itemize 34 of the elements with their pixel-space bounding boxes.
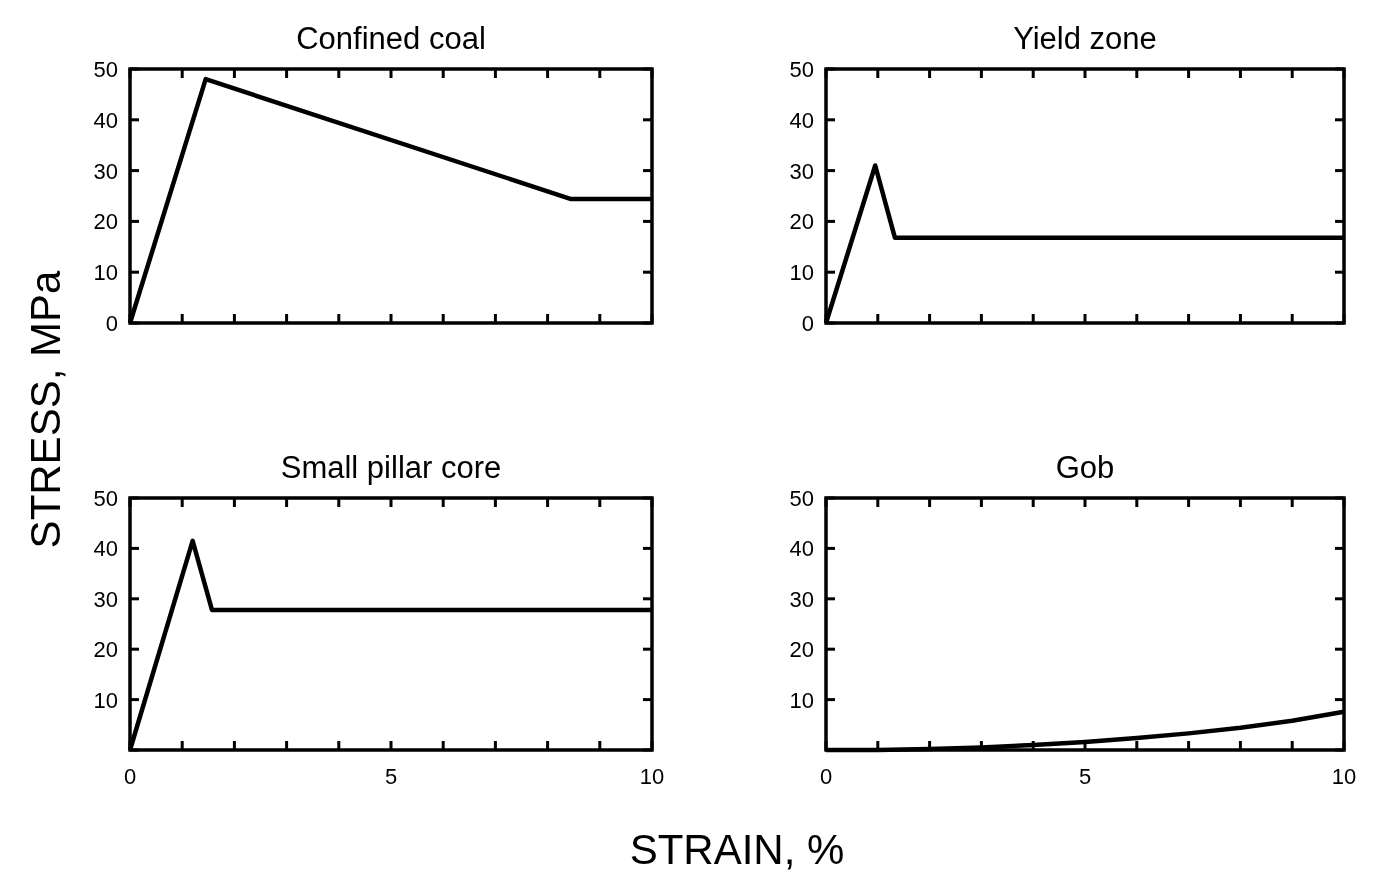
y-tick-label: 30 [789, 586, 814, 612]
x-tick-label: 0 [819, 764, 833, 789]
y-tick-label: 40 [789, 536, 814, 562]
y-tick-label: 30 [93, 586, 118, 612]
y-axis-title: STRESS, MPa [22, 270, 69, 549]
y-tick-label: 10 [93, 687, 118, 713]
x-tick-label: 10 [1331, 764, 1357, 789]
y-tick-label: 10 [789, 687, 814, 713]
y-tick-label: 30 [789, 158, 814, 184]
x-tick-label: 0 [123, 764, 137, 789]
x-tick-label: 10 [639, 764, 665, 789]
y-tick-label: 20 [93, 637, 118, 663]
y-tick-label: 50 [93, 57, 118, 82]
y-tick-label: 0 [105, 311, 118, 336]
y-tick-label: 50 [93, 486, 118, 511]
chart-title: Gob [1055, 450, 1115, 485]
x-tick-label: 5 [384, 764, 398, 789]
chart-title: Yield zone [1013, 21, 1157, 56]
x-tick-label: 5 [1078, 764, 1092, 789]
y-tick-label: 50 [789, 486, 814, 511]
y-tick-label: 40 [93, 536, 118, 562]
y-tick-label: 10 [789, 260, 814, 286]
chart-title: Confined coal [296, 21, 486, 56]
y-tick-label: 20 [789, 209, 814, 235]
y-tick-label: 10 [93, 260, 118, 286]
y-tick-label: 20 [93, 209, 118, 235]
y-tick-label: 30 [93, 158, 118, 184]
y-tick-label: 20 [789, 637, 814, 663]
chart-title: Small pillar core [280, 450, 502, 485]
y-tick-label: 40 [789, 107, 814, 133]
y-tick-label: 0 [801, 311, 814, 336]
y-tick-label: 40 [93, 107, 118, 133]
x-axis-title: STRAIN, % [629, 826, 845, 873]
y-tick-label: 50 [789, 57, 814, 82]
